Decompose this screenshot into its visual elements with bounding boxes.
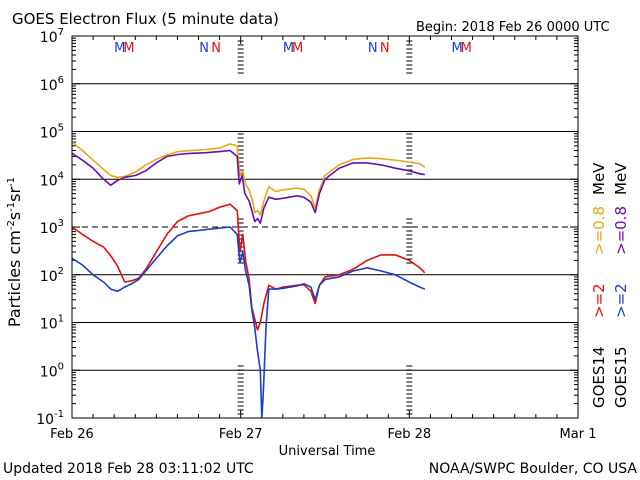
plot-frame bbox=[71, 35, 579, 419]
legend-goes14-ge08: >=0.8 bbox=[590, 206, 608, 255]
begin-label: Begin: 2018 Feb 26 0000 UTC bbox=[416, 20, 610, 35]
midnight-markers bbox=[237, 40, 413, 415]
mn-markers: MM N N MM N N MM bbox=[114, 41, 472, 56]
legend-goes15-ge08: >=0.8 bbox=[612, 206, 630, 255]
mn-marker: N bbox=[380, 41, 390, 56]
data-series bbox=[71, 141, 426, 419]
mn-marker: M bbox=[114, 41, 125, 56]
mn-marker: N bbox=[368, 41, 378, 56]
x-tick-label: Feb 27 bbox=[219, 427, 263, 442]
legend-goes15: GOES15 bbox=[612, 346, 630, 408]
x-tick-label: Feb 26 bbox=[50, 427, 94, 442]
legend-mev-1: MeV bbox=[590, 162, 608, 195]
legend-goes14: GOES14 bbox=[590, 346, 608, 408]
y-tick-label: 101 bbox=[40, 314, 64, 333]
credit-label: NOAA/SWPC Boulder, CO USA bbox=[429, 461, 638, 477]
y-tick-label: 103 bbox=[40, 218, 64, 237]
updated-timestamp: Updated 2018 Feb 28 03:11:02 UTC bbox=[3, 461, 254, 477]
y-tick-label: 106 bbox=[40, 75, 64, 94]
y-tick-label: 100 bbox=[40, 361, 64, 380]
series-line-goes14-ge08 bbox=[71, 141, 426, 216]
y-tick-label: 10-1 bbox=[36, 409, 64, 428]
x-tick-labels: Feb 26 Feb 27 Feb 28 Mar 1 bbox=[50, 427, 596, 442]
mn-marker: M bbox=[452, 41, 463, 56]
mn-marker: M bbox=[461, 41, 472, 56]
y-tick-label: 105 bbox=[40, 123, 64, 142]
chart-title: GOES Electron Flux (5 minute data) bbox=[12, 10, 279, 28]
x-tick-label: Feb 28 bbox=[387, 427, 431, 442]
gridlines bbox=[71, 35, 579, 419]
y-tick-label: 107 bbox=[40, 27, 64, 46]
y-tick-label: 104 bbox=[40, 170, 64, 189]
legend-goes14-ge2: >=2 bbox=[590, 283, 608, 318]
mn-marker: M bbox=[292, 41, 303, 56]
legend-mev-2: MeV bbox=[612, 162, 630, 195]
x-axis-label: Universal Time bbox=[279, 444, 376, 459]
mn-marker: M bbox=[283, 41, 294, 56]
mn-marker: N bbox=[199, 41, 209, 56]
y-tick-label: 102 bbox=[40, 266, 64, 285]
y-axis-label: Particles cm-2s-1sr-1 bbox=[5, 177, 24, 327]
legend: GOES14 GOES15 >=2 >=2 >=0.8 >=0.8 MeV Me… bbox=[590, 162, 630, 408]
series-line-goes15-ge08 bbox=[71, 149, 425, 224]
x-tick-label: Mar 1 bbox=[560, 427, 597, 442]
mn-marker: N bbox=[211, 41, 221, 56]
series-line-goes14-ge2 bbox=[71, 203, 426, 331]
y-tick-labels: 10-1 100 101 102 103 104 105 106 107 bbox=[36, 27, 64, 428]
legend-goes15-ge2: >=2 bbox=[612, 283, 630, 318]
series-line-goes15-ge2 bbox=[71, 226, 426, 419]
mn-marker: M bbox=[123, 41, 134, 56]
